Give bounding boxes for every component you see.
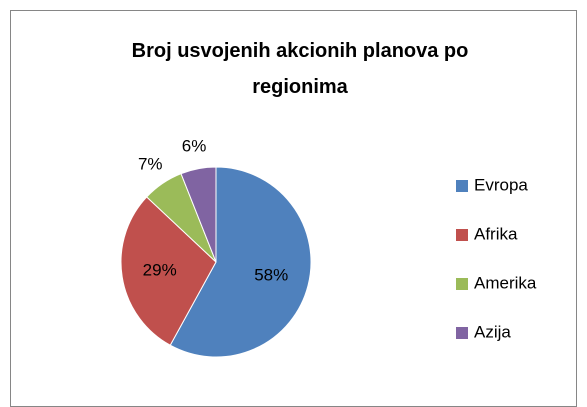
legend-swatch (456, 229, 468, 241)
pie-slice (169, 166, 312, 358)
data-label: 29% (143, 260, 177, 279)
legend-label: Afrika (474, 224, 518, 243)
legend-label: Azija (474, 322, 511, 341)
pie-slice (120, 196, 217, 346)
data-label: 7% (138, 155, 163, 174)
legend-swatch (456, 278, 468, 290)
legend-label: Evropa (474, 175, 528, 194)
data-label: 58% (254, 266, 288, 285)
pie-slice (180, 166, 217, 263)
chart-title: Broj usvojenih akcionih planova po region… (132, 40, 469, 98)
data-label: 6% (182, 137, 207, 156)
legend-swatch (456, 180, 468, 192)
legend-swatch (456, 327, 468, 339)
legend-label: Amerika (474, 273, 537, 292)
